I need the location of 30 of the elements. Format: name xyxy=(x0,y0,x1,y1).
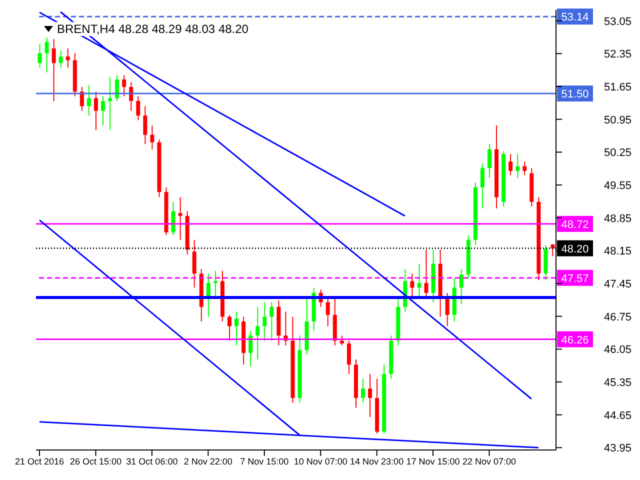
x-tick-label: 7 Nov 15:00 xyxy=(240,456,289,466)
y-tick-label: 50.25 xyxy=(604,147,632,160)
y-tick-label: 48.85 xyxy=(604,212,632,225)
x-tick-label: 31 Oct 06:00 xyxy=(126,456,178,466)
x-tick-label: 14 Nov 23:00 xyxy=(350,456,404,466)
y-tick-label: 45.35 xyxy=(604,376,632,389)
y-tick-label: 53.05 xyxy=(604,16,632,28)
ref-line-label: 48.20 xyxy=(561,243,589,256)
y-tick-label: 46.75 xyxy=(604,311,632,324)
y-tick-label: 52.35 xyxy=(604,48,632,61)
y-tick-label: 43.95 xyxy=(604,442,632,455)
y-tick-label: 49.55 xyxy=(604,180,632,192)
ref-line-label: 46.26 xyxy=(561,334,589,346)
y-tick-label: 44.65 xyxy=(604,410,632,422)
y-tick-label: 46.05 xyxy=(604,344,632,356)
y-tick-label: 51.65 xyxy=(604,81,632,94)
x-tick-label: 21 Oct 2016 xyxy=(14,456,64,466)
x-tick-label: 2 Nov 22:00 xyxy=(184,456,232,466)
y-tick-label: 47.45 xyxy=(604,278,632,290)
y-tick-label: 48.15 xyxy=(604,246,632,258)
ref-line-label: 51.50 xyxy=(561,88,589,100)
x-tick-label: 10 Nov 07:00 xyxy=(294,456,348,466)
ref-line-label: 53.14 xyxy=(561,12,589,24)
x-tick-label: 26 Oct 15:00 xyxy=(70,456,122,466)
y-tick-label: 50.95 xyxy=(604,114,632,126)
ref-line-label: 47.57 xyxy=(561,272,589,285)
x-tick-label: 22 Nov 07:00 xyxy=(462,456,516,466)
text: BRENT,H4 48.28 48.29 48.03 48.20 xyxy=(57,22,248,36)
ref-line-label: 48.72 xyxy=(561,218,589,231)
x-tick-label: 17 Nov 15:00 xyxy=(406,456,460,466)
